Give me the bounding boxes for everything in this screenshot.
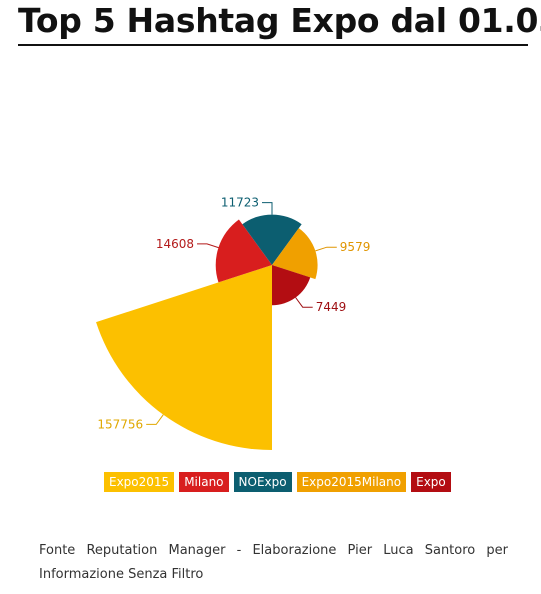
- label-leader-milano: [197, 243, 219, 249]
- source-note: Fonte Reputation Manager - Elaborazione …: [39, 543, 508, 582]
- data-label-noexpo: 11723: [221, 196, 259, 210]
- slice-noexpo[interactable]: [242, 214, 302, 265]
- label-leader-expo2015milano: [315, 246, 337, 252]
- legend-item-expo2015milano[interactable]: Expo2015Milano: [296, 472, 407, 492]
- legend-item-expo[interactable]: Expo: [411, 472, 451, 492]
- slice-expo2015[interactable]: [96, 265, 272, 450]
- label-leader-expo: [295, 297, 313, 308]
- slice-expo[interactable]: [272, 265, 311, 306]
- legend-item-expo2015[interactable]: Expo2015: [104, 472, 175, 492]
- chart-title: Top 5 Hashtag Expo dal 01.05: [18, 0, 541, 46]
- chart-legend: Expo2015 Milano NOExpo Expo2015Milano Expo: [104, 472, 451, 492]
- label-leader-expo2015: [146, 414, 164, 425]
- polar-area-chart: 157756 14608 11723 9579 7449: [96, 196, 371, 450]
- data-label-expo: 7449: [316, 300, 347, 314]
- slice-milano[interactable]: [215, 219, 272, 283]
- slice-expo2015milano[interactable]: [272, 228, 318, 280]
- data-label-milano: 14608: [156, 237, 194, 251]
- label-leader-noexpo: [262, 202, 273, 215]
- data-label-expo2015: 157756: [97, 417, 143, 431]
- legend-item-milano[interactable]: Milano: [179, 472, 229, 492]
- data-label-expo2015milano: 9579: [340, 240, 371, 254]
- legend-item-noexpo[interactable]: NOExpo: [233, 472, 292, 492]
